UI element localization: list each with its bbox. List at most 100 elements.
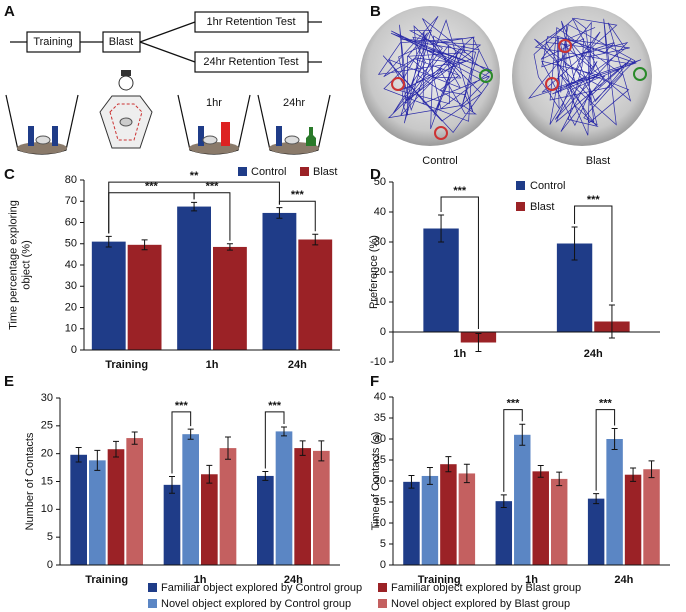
arena — [177, 94, 251, 155]
x-tick-label: 1h — [194, 574, 207, 586]
y-tick-label: 10 — [65, 323, 77, 335]
legend-label: Control — [251, 166, 286, 178]
x-tick-label: 24h — [284, 574, 303, 586]
error-bar — [262, 470, 269, 481]
bar — [126, 438, 143, 565]
bar — [421, 475, 439, 565]
bar — [624, 474, 642, 565]
y-tick-label: 0 — [380, 559, 386, 571]
y-tick-label: 20 — [374, 266, 386, 278]
error-bar — [206, 464, 213, 484]
panel-label: B — [370, 3, 381, 20]
legend-label: Blast — [530, 201, 554, 213]
significance-label: *** — [587, 194, 601, 206]
significance-bracket — [278, 200, 316, 232]
arena — [257, 94, 331, 155]
bar — [257, 475, 274, 565]
y-tick-label: 80 — [65, 174, 77, 186]
x-tick-label: 24h — [288, 359, 307, 371]
legend-swatch — [148, 583, 157, 592]
error-bar — [281, 426, 287, 437]
y-tick-label: 30 — [374, 433, 386, 445]
y-tick-label: 10 — [374, 517, 386, 529]
y-tick-label: 25 — [374, 454, 386, 466]
object-marker — [633, 67, 647, 81]
error-bar — [225, 436, 231, 460]
y-tick-label: 70 — [65, 195, 77, 207]
y-tick-label: 0 — [71, 344, 77, 356]
bar — [91, 241, 126, 350]
y-tick-label: 10 — [41, 503, 53, 515]
bar — [182, 434, 199, 565]
test-box — [194, 11, 309, 33]
y-tick-label: 50 — [374, 176, 386, 188]
bar — [294, 448, 311, 565]
arena-label: 24hr — [283, 97, 305, 109]
error-bar — [648, 460, 655, 479]
error-bar — [463, 463, 470, 484]
y-tick-label: 20 — [41, 448, 53, 460]
error-bar — [169, 475, 175, 494]
bar — [262, 212, 297, 350]
significance-label: *** — [268, 400, 282, 412]
bar — [213, 246, 247, 350]
x-tick-label: 1h — [206, 359, 219, 371]
legend-label: Novel object explored by Control group — [161, 598, 351, 610]
y-tick-label: 15 — [374, 496, 386, 508]
bar — [403, 481, 420, 565]
y-tick-label: 40 — [65, 259, 77, 271]
y-tick-label: 15 — [41, 475, 53, 487]
y-tick-label: 50 — [65, 238, 77, 250]
legend-label: Control — [530, 180, 565, 192]
significance-label: *** — [507, 398, 521, 410]
error-bar — [593, 493, 600, 505]
legend-swatch — [378, 599, 387, 608]
x-tick-label: 1h — [453, 348, 466, 360]
error-bar — [408, 475, 415, 489]
error-bar — [113, 440, 119, 458]
panel-label: E — [4, 373, 14, 390]
arena-caption: Blast — [586, 155, 610, 167]
arena-label: 1hr — [206, 97, 222, 109]
legend-swatch — [516, 181, 525, 190]
object-marker — [391, 77, 405, 91]
y-axis-label: Number of Contacts — [24, 432, 36, 530]
arena-caption: Control — [422, 155, 457, 167]
y-tick-label: 35 — [374, 412, 386, 424]
significance-label: *** — [453, 185, 467, 197]
panel-label: C — [4, 166, 15, 183]
significance-label: *** — [599, 398, 613, 410]
error-bar — [187, 428, 194, 440]
test-box — [194, 51, 309, 73]
bar — [532, 471, 549, 565]
blast-device — [99, 70, 153, 149]
legend-label: Novel object explored by Blast group — [391, 598, 570, 610]
error-bar — [519, 423, 526, 446]
significance-bracket — [108, 181, 280, 234]
significance-bracket — [595, 409, 616, 491]
panel-label: D — [370, 166, 381, 183]
legend-swatch — [300, 167, 309, 176]
legend-swatch — [378, 583, 387, 592]
error-bar — [226, 243, 233, 251]
legend-swatch — [238, 167, 247, 176]
bar — [313, 450, 330, 565]
error-bar — [537, 464, 544, 478]
significance-bracket — [503, 409, 523, 492]
y-tick-label: 10 — [374, 296, 386, 308]
y-tick-label: -10 — [370, 356, 386, 368]
y-tick-label: 5 — [380, 538, 386, 550]
legend-label: Blast — [313, 166, 337, 178]
y-tick-label: 5 — [47, 531, 53, 543]
y-tick-label: 60 — [65, 216, 77, 228]
trajectories — [377, 15, 647, 140]
legend-swatch — [516, 202, 525, 211]
error-bar — [571, 226, 578, 261]
legend-label: Familiar object explored by Blast group — [391, 582, 581, 594]
y-tick-label: 25 — [41, 420, 53, 432]
x-tick-label: Training — [418, 574, 461, 586]
step-label: Training — [33, 36, 72, 48]
trajectory — [528, 17, 642, 136]
error-bar — [131, 431, 138, 445]
significance-label: *** — [145, 181, 159, 193]
